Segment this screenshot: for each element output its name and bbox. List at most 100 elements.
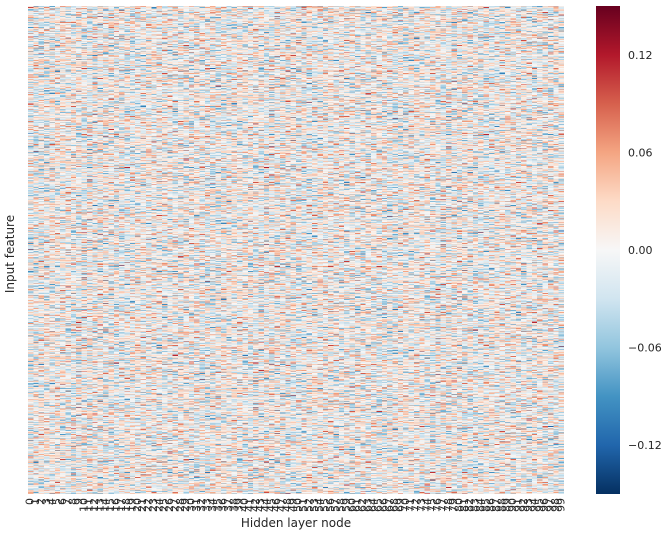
x-tick-label: 93 bbox=[522, 498, 535, 512]
x-tick-label: 18 bbox=[120, 498, 133, 512]
x-tick-label: 41 bbox=[243, 498, 256, 512]
x-tick-label: 29 bbox=[179, 498, 192, 512]
x-tick-label: 19 bbox=[126, 498, 139, 512]
x-tick-label: 16 bbox=[109, 498, 122, 512]
x-tick-label: 38 bbox=[227, 498, 240, 512]
x-tick-label: 17 bbox=[115, 498, 128, 512]
x-tick-label: 64 bbox=[367, 498, 380, 512]
x-tick-label: 51 bbox=[297, 498, 310, 512]
x-tick-label: 63 bbox=[361, 498, 374, 512]
x-tick-label: 94 bbox=[528, 498, 541, 512]
x-tick-label: 89 bbox=[501, 498, 514, 512]
x-tick-label: 57 bbox=[329, 498, 342, 512]
x-tick-label: 1 bbox=[29, 498, 42, 505]
x-tick-label: 44 bbox=[260, 498, 273, 512]
x-tick-label: 78 bbox=[442, 498, 455, 512]
x-tick-label: 43 bbox=[254, 498, 267, 512]
x-tick-label: 27 bbox=[168, 498, 181, 512]
x-tick-label: 74 bbox=[420, 498, 433, 512]
x-tick-label: 49 bbox=[286, 498, 299, 512]
x-tick-label: 46 bbox=[270, 498, 283, 512]
x-tick-label: 56 bbox=[324, 498, 337, 512]
y-axis-label: Input feature bbox=[3, 215, 17, 293]
x-tick-label: 13 bbox=[93, 498, 106, 512]
x-tick-label: 9 bbox=[72, 498, 85, 505]
x-tick-label: 25 bbox=[158, 498, 171, 512]
x-axis-label: Hidden layer node bbox=[241, 516, 351, 530]
x-tick-label: 28 bbox=[174, 498, 187, 512]
x-tick-label: 68 bbox=[388, 498, 401, 512]
x-tick-label: 95 bbox=[533, 498, 546, 512]
x-tick-labels: 0123456789101112131415161718192021222324… bbox=[24, 498, 568, 512]
x-tick-label: 45 bbox=[265, 498, 278, 512]
colorbar-tick-label: 0.12 bbox=[628, 49, 653, 62]
x-tick-label: 88 bbox=[495, 498, 508, 512]
x-tick-label: 6 bbox=[56, 498, 69, 505]
x-tick-label: 92 bbox=[517, 498, 530, 512]
x-tick-label: 39 bbox=[233, 498, 246, 512]
x-tick-label: 36 bbox=[217, 498, 230, 512]
x-tick-label: 3 bbox=[40, 498, 53, 505]
colorbar: 0.12 0.06 0.00 −0.06 −0.12 bbox=[596, 6, 661, 494]
x-tick-label: 87 bbox=[490, 498, 503, 512]
x-tick-label: 23 bbox=[147, 498, 160, 512]
heatmap-image bbox=[28, 6, 564, 494]
x-tick-label: 54 bbox=[313, 498, 326, 512]
x-tick-label: 42 bbox=[249, 498, 262, 512]
x-tick-label: 80 bbox=[452, 498, 465, 512]
colorbar-ticks: 0.12 0.06 0.00 −0.06 −0.12 bbox=[628, 49, 661, 452]
x-tick-label: 7 bbox=[61, 498, 74, 505]
x-tick-label: 31 bbox=[190, 498, 203, 512]
x-tick-label: 90 bbox=[506, 498, 519, 512]
x-tick-label: 67 bbox=[383, 498, 396, 512]
x-tick-label: 53 bbox=[308, 498, 321, 512]
x-tick-label: 69 bbox=[394, 498, 407, 512]
colorbar-gradient bbox=[596, 6, 620, 494]
x-tick-label: 60 bbox=[345, 498, 358, 512]
x-tick-label: 52 bbox=[302, 498, 315, 512]
heatmap-cells bbox=[28, 6, 564, 494]
colorbar-tick-label: −0.06 bbox=[628, 342, 661, 355]
x-tick-label: 34 bbox=[206, 498, 219, 512]
x-tick-label: 21 bbox=[136, 498, 149, 512]
x-tick-label: 26 bbox=[163, 498, 176, 512]
x-tick-label: 83 bbox=[469, 498, 482, 512]
x-tick-label: 59 bbox=[340, 498, 353, 512]
colorbar-tick-label: 0.06 bbox=[628, 146, 653, 159]
x-tick-label: 22 bbox=[142, 498, 155, 512]
x-tick-label: 24 bbox=[152, 498, 165, 512]
x-tick-label: 15 bbox=[104, 498, 117, 512]
x-tick-label: 50 bbox=[292, 498, 305, 512]
x-tick-label: 11 bbox=[83, 498, 96, 512]
x-tick-label: 4 bbox=[45, 498, 58, 505]
x-tick-label: 96 bbox=[538, 498, 551, 512]
x-tick-label: 5 bbox=[50, 498, 63, 505]
x-tick-label: 55 bbox=[318, 498, 331, 512]
x-tick-label: 61 bbox=[351, 498, 364, 512]
x-tick-label: 40 bbox=[238, 498, 251, 512]
x-tick-label: 33 bbox=[201, 498, 214, 512]
x-tick-label: 65 bbox=[372, 498, 385, 512]
x-tick-label: 73 bbox=[415, 498, 428, 512]
x-tick-label: 85 bbox=[479, 498, 492, 512]
x-tick-label: 82 bbox=[463, 498, 476, 512]
x-tick-label: 79 bbox=[447, 498, 460, 512]
x-tick-label: 77 bbox=[436, 498, 449, 512]
x-tick-label: 72 bbox=[410, 498, 423, 512]
x-tick-label: 81 bbox=[458, 498, 471, 512]
colorbar-tick-label: 0.00 bbox=[628, 244, 653, 257]
x-tick-label: 99 bbox=[554, 498, 567, 512]
x-tick-label: 76 bbox=[431, 498, 444, 512]
x-tick-label: 71 bbox=[404, 498, 417, 512]
x-tick-label: 37 bbox=[222, 498, 235, 512]
x-tick-label: 47 bbox=[276, 498, 289, 512]
x-tick-label: 12 bbox=[88, 498, 101, 512]
x-tick-label: 62 bbox=[356, 498, 369, 512]
x-tick-label: 14 bbox=[99, 498, 112, 512]
x-tick-label: 84 bbox=[474, 498, 487, 512]
x-tick-label: 20 bbox=[131, 498, 144, 512]
x-tick-label: 58 bbox=[335, 498, 348, 512]
x-tick-label: 10 bbox=[77, 498, 90, 512]
x-tick-label: 70 bbox=[399, 498, 412, 512]
